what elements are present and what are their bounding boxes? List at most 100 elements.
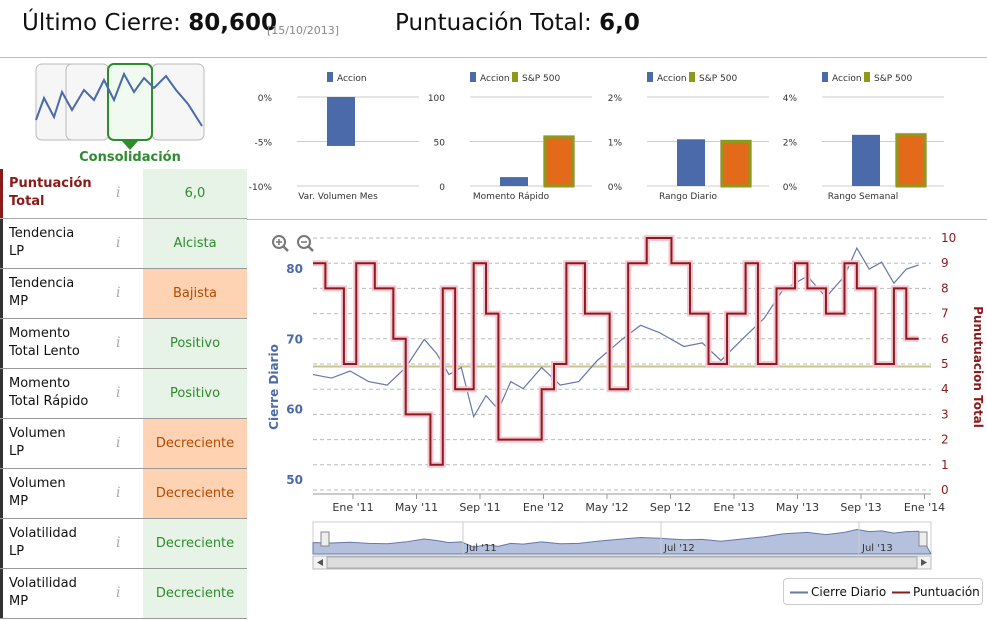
series-puntuacion-line[interactable] — [313, 237, 919, 466]
navigator-handle-right[interactable] — [918, 531, 928, 547]
indicator-value: Decreciente — [143, 469, 247, 518]
indicator-table: Puntuación Total i 6,0 Tendencia LP i Alcista Te… — [0, 169, 247, 619]
y-tick-label: -10% — [249, 183, 273, 193]
legend-swatch — [822, 72, 828, 82]
indicator-label-line1: Volumen — [9, 476, 66, 491]
chart-legend: Cierre Diario Puntuación — [783, 578, 983, 605]
indicator-label-line2: LP — [9, 444, 25, 459]
legend-label: Accion — [832, 74, 862, 84]
y-tick-label: 4% — [783, 94, 798, 104]
trend-pattern-selected[interactable] — [107, 63, 153, 141]
indicator-label-line2: Total Rápido — [9, 394, 89, 409]
info-icon[interactable]: i — [116, 335, 121, 351]
y-tick-label: 100 — [428, 94, 445, 104]
last-close-value: 80,600 — [188, 10, 278, 36]
mini-bar-charts: 0% -5% -10% Accion Var. Volumen Mes 100 50 0 Acc… — [249, 72, 944, 202]
y-tick-label: 50 — [286, 473, 303, 487]
indicator-label-line2: MP — [9, 294, 29, 309]
indicator-label-line1: Momento — [9, 376, 71, 391]
y-axis-title: Cierre Diario — [267, 344, 281, 430]
y2-tick-label: 1 — [941, 458, 949, 472]
indicator-label: Puntuación Total — [0, 169, 142, 218]
scroll-right-icon[interactable] — [921, 559, 927, 566]
mini-chart-0: 0% -5% -10% Accion Var. Volumen Mes — [249, 72, 419, 202]
trend-caption: Consolidación — [79, 150, 181, 165]
indicator-label: Volumen MP — [0, 469, 142, 518]
zoom-in-icon[interactable] — [272, 235, 289, 252]
indicator-label-line2: Total — [9, 194, 45, 209]
y-tick-label: 1% — [608, 139, 623, 149]
category-label: Rango Semanal — [828, 192, 899, 202]
legend-swatch — [512, 72, 518, 82]
y2-tick-label: 10 — [941, 231, 956, 245]
bar-sp500[interactable] — [895, 133, 927, 188]
legend-label: Accion — [337, 74, 367, 84]
y2-tick-label: 3 — [941, 407, 949, 421]
bar-accion[interactable] — [677, 139, 705, 186]
info-icon[interactable]: i — [116, 235, 121, 251]
indicator-row: Puntuación Total i 6,0 — [0, 169, 247, 219]
info-icon[interactable]: i — [116, 185, 121, 201]
total-score-value: 6,0 — [599, 10, 640, 36]
y2-tick-label: 0 — [941, 483, 949, 497]
zoom-out-icon[interactable] — [297, 235, 314, 252]
indicator-row: Momento Total Rápido i Positivo — [0, 369, 247, 419]
bar-accion[interactable] — [852, 134, 880, 186]
indicator-label-line2: MP — [9, 494, 29, 509]
bar-sp500[interactable] — [543, 135, 575, 188]
total-score: Puntuación Total: 6,0 — [395, 10, 640, 36]
trend-pattern-thumbnail[interactable] — [32, 62, 208, 170]
bar-sp500[interactable] — [720, 140, 752, 188]
bar-accion[interactable] — [500, 177, 528, 186]
x-tick-label: Ene '11 — [332, 501, 373, 514]
indicator-row: Tendencia MP i Bajista — [0, 269, 247, 319]
legend-label: S&P 500 — [874, 74, 912, 84]
indicator-label-line2: Total Lento — [9, 344, 80, 359]
mini-chart-1: 100 50 0 Accion S&P 500 Momento Rápido — [428, 72, 592, 202]
y-tick-label: 2% — [608, 94, 623, 104]
info-icon[interactable]: i — [116, 285, 121, 301]
legend-swatch — [689, 72, 695, 82]
header: Último Cierre: 80,600 [15/10/2013] Puntu… — [0, 0, 987, 58]
legend-swatch — [647, 72, 653, 82]
indicator-value: 6,0 — [143, 169, 247, 218]
y-tick-label: 70 — [286, 332, 303, 346]
indicator-label: Volatilidad LP — [0, 519, 142, 568]
info-icon[interactable]: i — [116, 535, 121, 551]
x-tick-label: Ene '12 — [523, 501, 564, 514]
indicator-value: Alcista — [143, 219, 247, 268]
info-icon[interactable]: i — [116, 485, 121, 501]
y-tick-label: 0 — [439, 183, 445, 193]
category-label: Var. Volumen Mes — [298, 192, 378, 202]
x-tick-label: Sep '12 — [650, 501, 691, 514]
indicator-label: Tendencia MP — [0, 269, 142, 318]
scroll-left-icon[interactable] — [317, 559, 323, 566]
x-tick-label: Ene '14 — [904, 501, 945, 514]
indicator-value: Bajista — [143, 269, 247, 318]
x-tick-label: Sep '13 — [840, 501, 881, 514]
indicator-label-line1: Volatilidad — [9, 576, 77, 591]
indicator-label-line1: Volumen — [9, 426, 66, 441]
trend-pattern-2[interactable] — [65, 63, 110, 141]
total-score-label: Puntuación Total: — [395, 10, 592, 36]
y-tick-label: 0% — [608, 183, 623, 193]
y2-axis-title: Punutuacion Total — [971, 306, 985, 428]
selected-arrow-icon — [121, 140, 139, 150]
y-tick-label: 60 — [286, 403, 303, 417]
info-icon[interactable]: i — [116, 385, 121, 401]
bar-accion[interactable] — [327, 97, 355, 146]
navigator-label: Jul '11 — [465, 543, 497, 554]
indicator-row: Volatilidad LP i Decreciente — [0, 519, 247, 569]
x-tick-label: Ene '13 — [713, 501, 754, 514]
last-close: Último Cierre: 80,600 — [22, 10, 277, 36]
info-icon[interactable]: i — [116, 585, 121, 601]
indicator-label-line1: Volatilidad — [9, 526, 77, 541]
legend-swatch — [327, 72, 333, 82]
legend-puntuacion[interactable]: Puntuación — [913, 585, 980, 599]
last-close-label: Último Cierre: — [22, 10, 181, 36]
scrollbar-thumb[interactable] — [326, 556, 918, 569]
navigator-handle-left[interactable] — [320, 531, 330, 547]
info-icon[interactable]: i — [116, 435, 121, 451]
legend-cierre[interactable]: Cierre Diario — [811, 585, 887, 599]
trend-pattern-4[interactable] — [151, 63, 205, 141]
